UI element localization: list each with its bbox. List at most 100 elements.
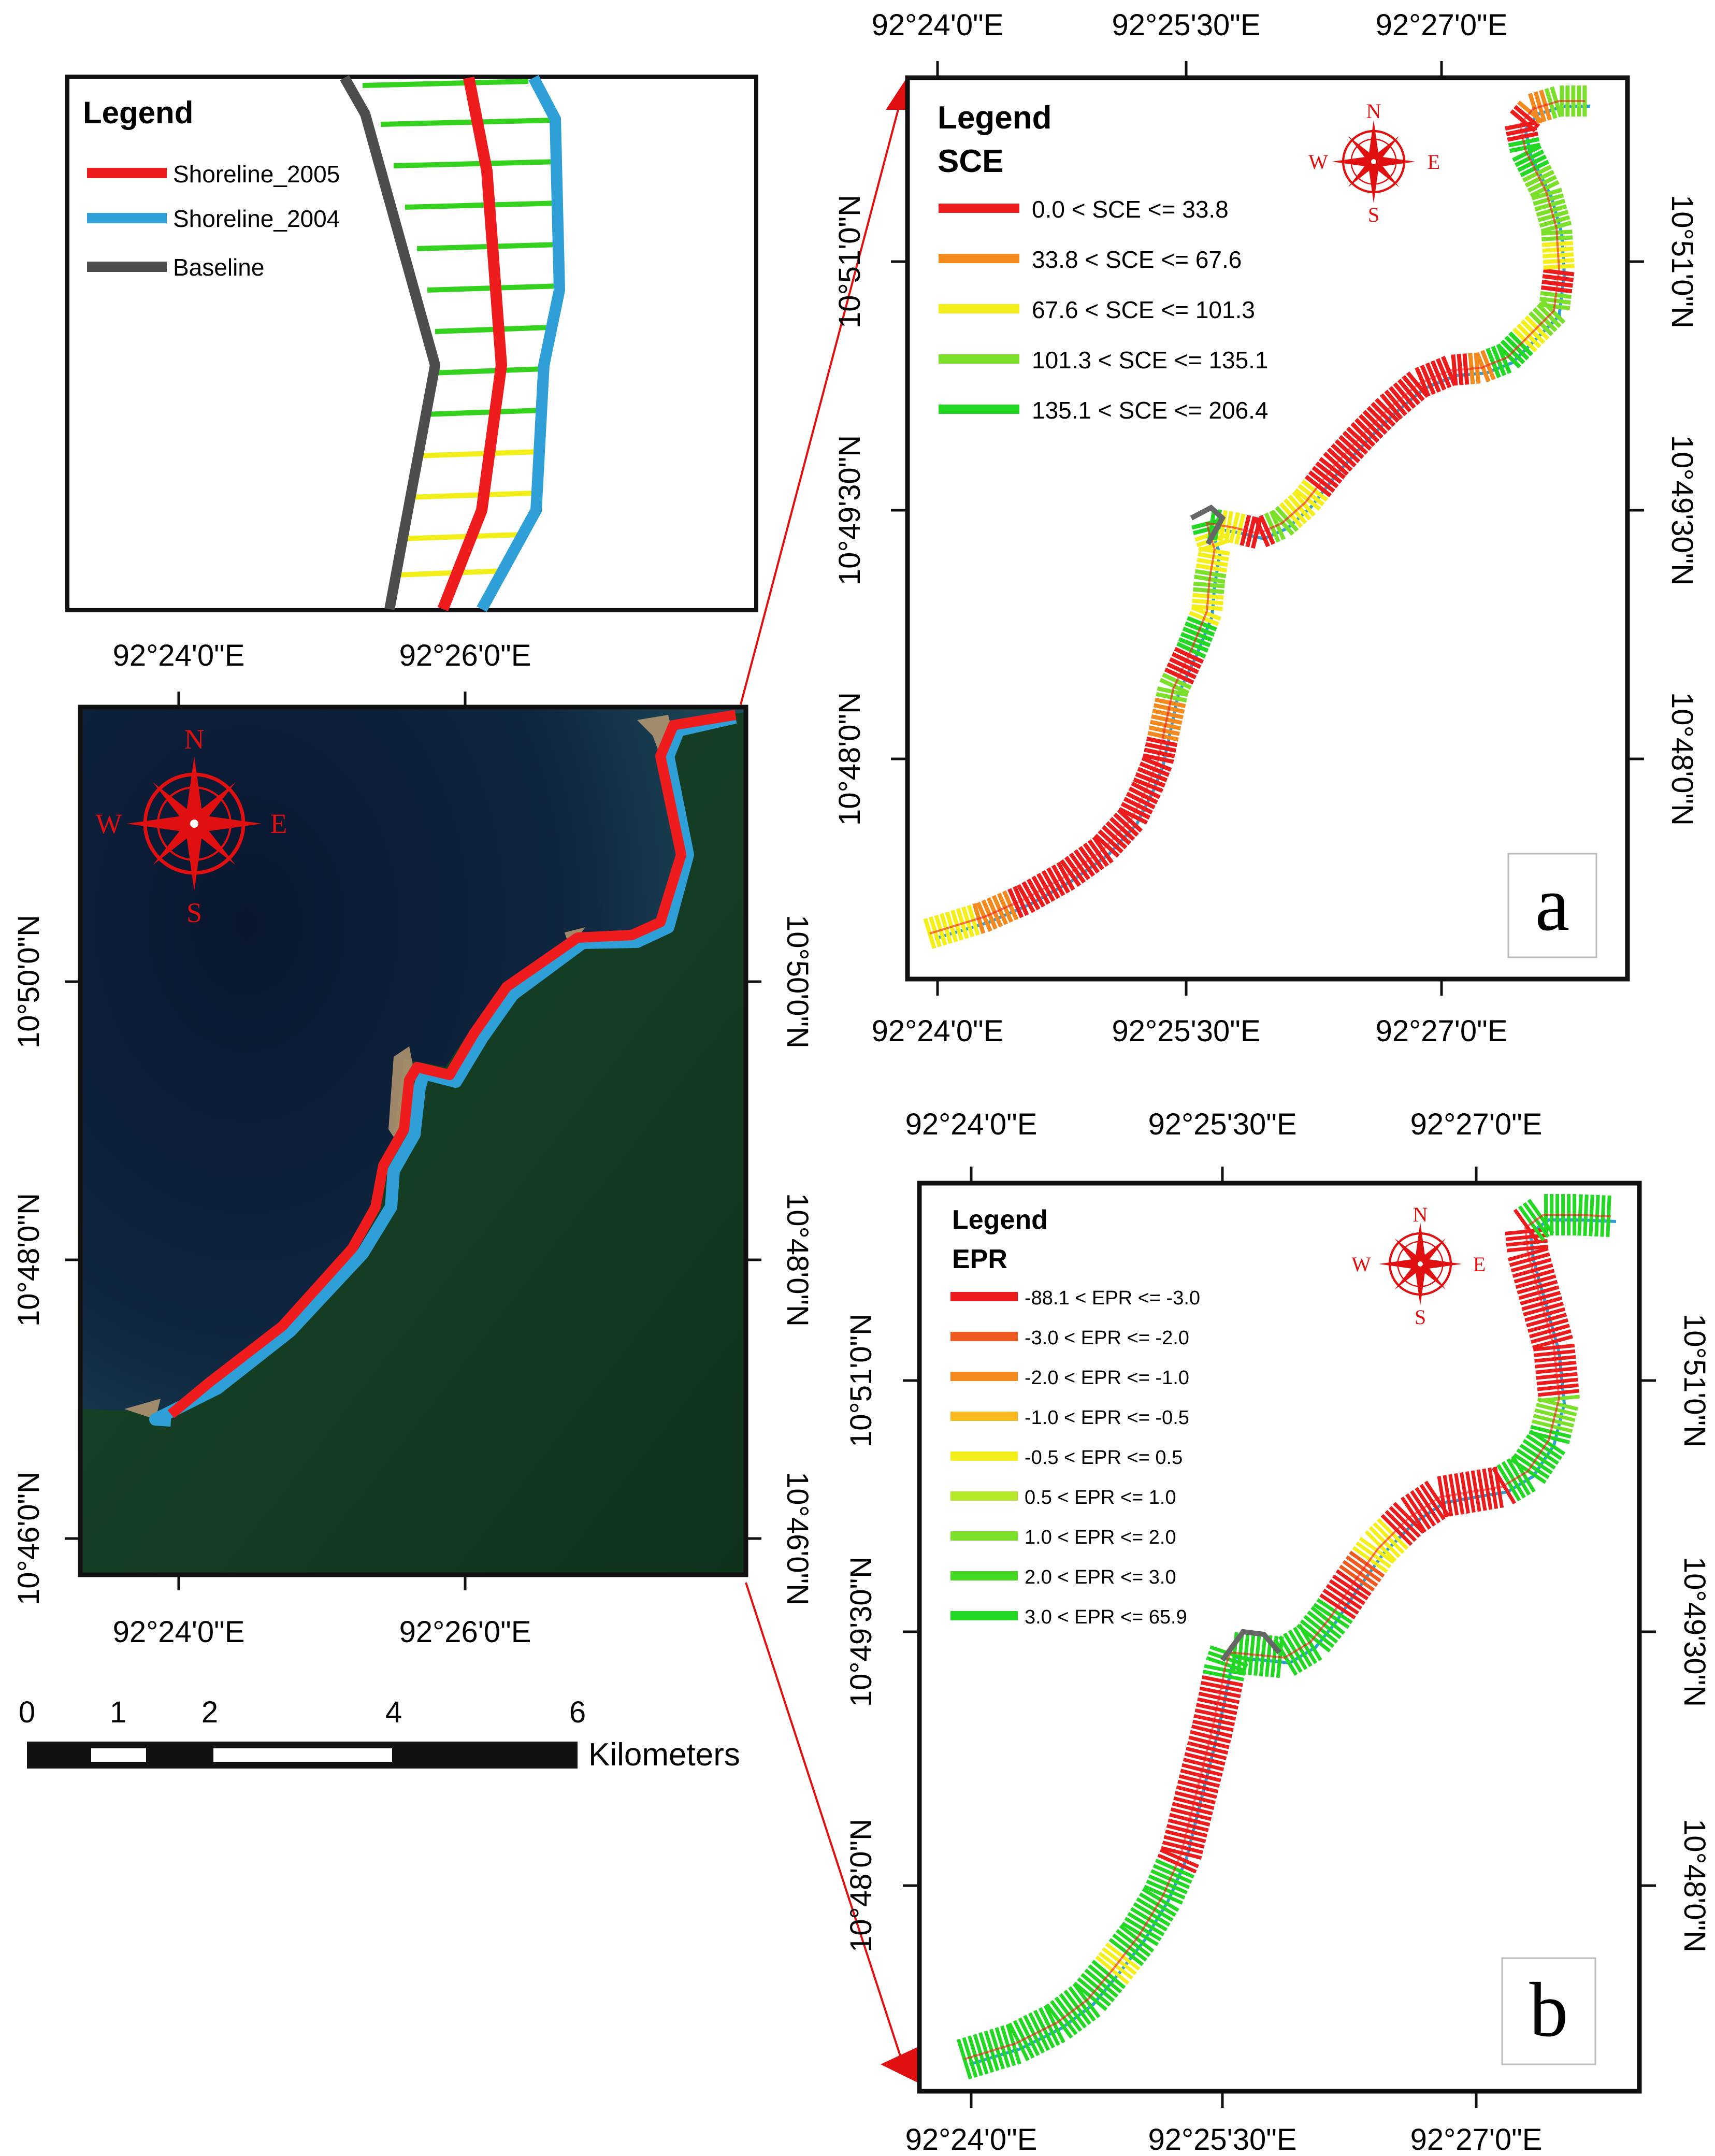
a-legend-label-4: 101.3 < SCE <= 135.1: [1032, 347, 1269, 373]
a-y-tick-right-3: 10°48'0"N: [1665, 692, 1699, 826]
scale-bar: 0 1 2 4 6 Kilometers: [19, 1695, 740, 1773]
b-x-tick-bottom-1: 92°24'0"E: [905, 2123, 1037, 2156]
a-y-tick-left-2: 10°49'30"N: [833, 435, 867, 585]
a-compass-s: S: [1368, 203, 1379, 226]
b-letter-box: [1501, 1957, 1596, 2065]
main-compass-s: S: [186, 897, 202, 928]
a-shoreline-2005: [929, 100, 1585, 935]
b-y-tick-right-3: 10°48'0"N: [1678, 1819, 1711, 1952]
inset-shoreline-2005: [437, 76, 508, 612]
b-legend-label-1: -88.1 < EPR <= -3.0: [1025, 1287, 1200, 1309]
b-x-tick-top-2: 92°25'30"E: [1148, 1108, 1296, 1141]
main-compass-n: N: [184, 724, 205, 755]
main-y-tick-right-3: 10°46'0"N: [781, 1472, 814, 1605]
inset-shoreline-2004: [477, 75, 566, 612]
a-legend-label-3: 67.6 < SCE <= 101.3: [1032, 296, 1255, 323]
main-map: 92°24'0"E 92°26'0"E N S E W 10°50'0"N 10…: [12, 639, 814, 1649]
b-legend-label-9: 3.0 < EPR <= 65.9: [1025, 1606, 1187, 1628]
a-transects: [923, 85, 1590, 949]
inset-transect-line: [393, 159, 560, 168]
a-legend-title: Legend: [938, 100, 1051, 136]
inset-transect-line: [435, 325, 550, 334]
inset-transect-line: [380, 118, 555, 127]
inset-panel: Legend Shoreline_2005 Shoreline_2004 Bas…: [65, 75, 758, 612]
scale-unit: Kilometers: [588, 1737, 740, 1773]
a-x-tick-bottom-2: 92°25'30"E: [1112, 1014, 1260, 1048]
main-map-shoreline-2005: [167, 710, 737, 1418]
a-x-tick-top-2: 92°25'30"E: [1112, 8, 1260, 42]
scale-segment-white: [91, 1748, 146, 1762]
b-x-tick-bottom-3: 92°27'0"E: [1410, 2123, 1543, 2156]
b-y-tick-left-3: 10°48'0"N: [844, 1819, 878, 1952]
main-x-tick-bottom-2: 92°26'0"E: [399, 1615, 531, 1649]
b-legend-label-5: -0.5 < EPR <= 0.5: [1025, 1447, 1183, 1469]
zoom-connectors: [740, 77, 923, 2083]
b-compass-s: S: [1415, 1305, 1426, 1329]
a-x-tick-top-1: 92°24'0"E: [872, 8, 1004, 42]
a-y-tick-left-3: 10°48'0"N: [833, 692, 867, 826]
b-legend-title: Legend: [952, 1205, 1048, 1235]
a-legend-label-2: 33.8 < SCE <= 67.6: [1032, 246, 1242, 273]
main-x-tick-top-1: 92°24'0"E: [113, 639, 245, 672]
legend-label-baseline: Baseline: [173, 254, 264, 281]
a-compass-n: N: [1366, 99, 1381, 123]
inset-transect-line: [424, 408, 542, 417]
a-legend-label-5: 135.1 < SCE <= 206.4: [1032, 397, 1269, 424]
b-legend-label-3: -2.0 < EPR <= -1.0: [1025, 1367, 1189, 1389]
main-y-tick-right-2: 10°48'0"N: [781, 1193, 814, 1327]
a-letter: a: [1535, 861, 1570, 947]
inset-transect-line: [401, 532, 521, 541]
a-y-tick-left-1: 10°51'0"N: [833, 195, 867, 328]
a-y-tick-right-1: 10°51'0"N: [1665, 195, 1699, 328]
b-transects: [956, 1194, 1617, 2080]
main-x-tick-top-2: 92°26'0"E: [399, 639, 531, 672]
arrow-head-bottom: [881, 2046, 919, 2083]
inset-transect-line: [405, 200, 560, 210]
a-x-tick-top-3: 92°27'0"E: [1376, 8, 1508, 42]
b-baseline: [1220, 1629, 1281, 1662]
b-y-tick-left-1: 10°51'0"N: [844, 1314, 878, 1447]
b-letter: b: [1530, 1967, 1568, 2053]
b-compass-w: W: [1351, 1253, 1371, 1276]
scale-label-6: 6: [569, 1695, 586, 1729]
b-shoreline-2005: [964, 1214, 1611, 2060]
main-map-beach: [124, 715, 673, 1419]
inset-transect-line: [362, 79, 529, 88]
b-legend-label-6: 0.5 < EPR <= 1.0: [1025, 1487, 1176, 1508]
inset-frame: [65, 75, 758, 612]
b-legend-subtitle: EPR: [952, 1244, 1007, 1274]
a-y-tick-right-2: 10°49'30"N: [1665, 435, 1699, 585]
b-y-tick-right-2: 10°49'30"N: [1678, 1557, 1711, 1707]
b-x-tick-top-3: 92°27'0"E: [1410, 1108, 1543, 1141]
b-y-tick-right-1: 10°51'0"N: [1678, 1314, 1711, 1447]
main-compass-e: E: [270, 808, 287, 839]
scale-label-1: 1: [110, 1695, 126, 1729]
b-y-tick-left-2: 10°49'30"N: [844, 1557, 878, 1707]
b-legend-label-7: 1.0 < EPR <= 2.0: [1025, 1527, 1176, 1548]
main-x-tick-bottom-1: 92°24'0"E: [113, 1615, 245, 1649]
legend-label-shoreline-2005: Shoreline_2005: [173, 161, 340, 188]
inset-transect-line: [416, 449, 539, 458]
panel-a: 92°24'0"E 92°25'30"E 92°27'0"E Legend SC…: [833, 8, 1699, 1048]
main-y-tick-right-1: 10°50'0"N: [781, 915, 814, 1048]
main-map-frame: [78, 705, 748, 1577]
a-compass-e: E: [1428, 150, 1440, 174]
a-baseline: [1190, 504, 1226, 545]
b-legend-label-8: 2.0 < EPR <= 3.0: [1025, 1566, 1176, 1588]
legend-label-shoreline-2004: Shoreline_2004: [173, 205, 340, 232]
b-compass-n: N: [1413, 1203, 1428, 1226]
a-x-tick-bottom-3: 92°27'0"E: [1376, 1014, 1508, 1048]
inset-legend-title: Legend: [83, 95, 193, 130]
b-x-tick-top-1: 92°24'0"E: [905, 1108, 1037, 1141]
scale-label-4: 4: [385, 1695, 402, 1729]
main-y-tick-left-1: 10°50'0"N: [12, 915, 46, 1048]
scale-label-0: 0: [19, 1695, 35, 1729]
panel-b: 92°24'0"E 92°25'30"E 92°27'0"E Legend EP…: [844, 1108, 1711, 2156]
a-legend-subtitle: SCE: [938, 143, 1003, 179]
connector-to-panel-a: [740, 88, 905, 705]
b-x-tick-bottom-2: 92°25'30"E: [1148, 2123, 1296, 2156]
a-letter-box: [1507, 853, 1597, 958]
a-compass-w: W: [1308, 150, 1328, 174]
inset-transect-line: [409, 491, 534, 500]
b-legend-label-4: -1.0 < EPR <= -0.5: [1025, 1407, 1189, 1429]
